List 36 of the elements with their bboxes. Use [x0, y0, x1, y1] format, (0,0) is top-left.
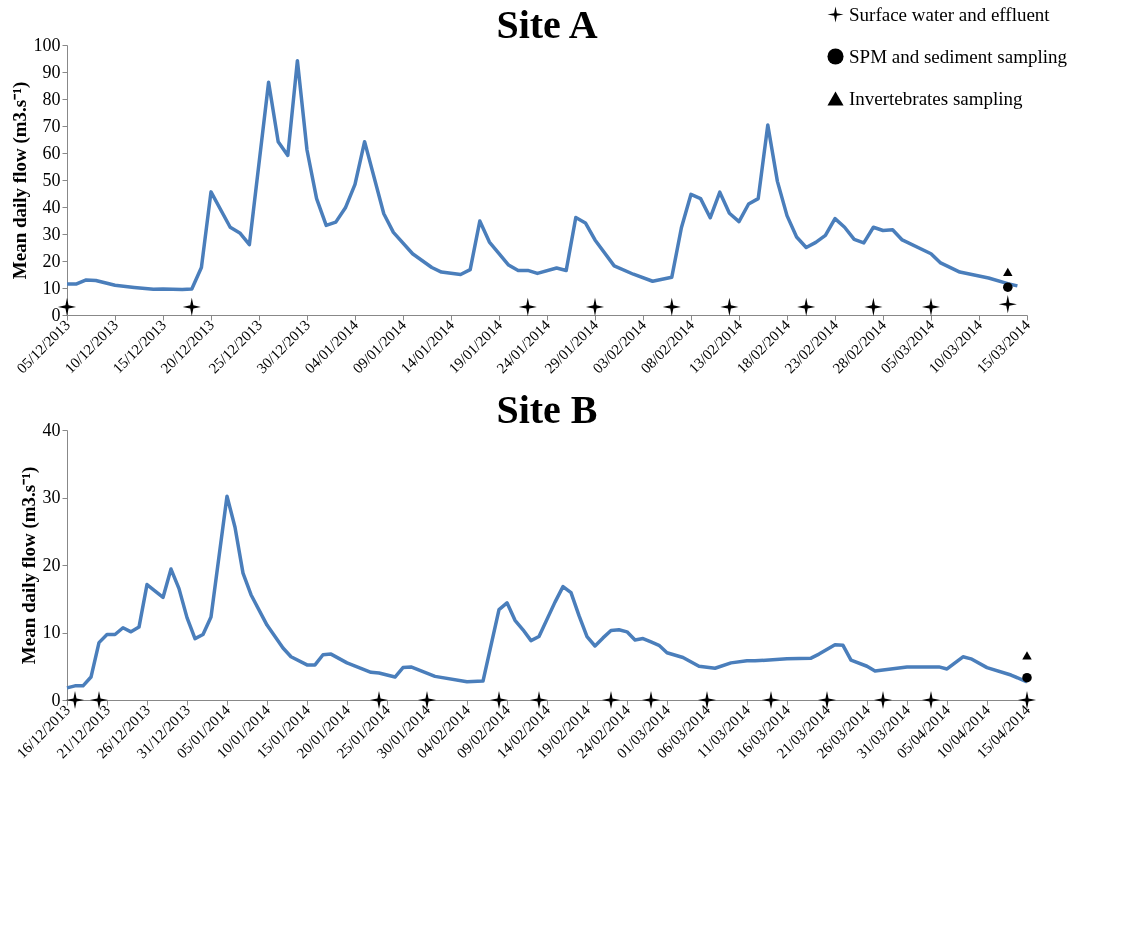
point: [662, 297, 681, 316]
y-tick-label: 70: [42, 115, 61, 136]
point: [585, 297, 605, 316]
legend-label: Surface water and effluent: [849, 3, 1051, 25]
y-tick-label: 10: [42, 622, 61, 642]
point: [1022, 651, 1032, 660]
y-tick-label: 30: [42, 223, 61, 244]
y-tick-label: 20: [42, 250, 61, 271]
y-tick-label: 80: [42, 88, 61, 109]
point: [518, 297, 537, 316]
y-tick-label: 0: [51, 304, 61, 325]
y-tick-label: 40: [42, 419, 61, 440]
point: [182, 297, 201, 316]
y-tick-label: 0: [51, 689, 61, 710]
y-tick-label: 50: [42, 169, 61, 190]
point: [921, 297, 941, 316]
point: [797, 297, 816, 316]
point: [1022, 672, 1032, 683]
point: [864, 297, 883, 316]
point: [720, 297, 739, 316]
point: [1003, 267, 1013, 276]
chart-title: Site B: [496, 387, 598, 432]
y-axis-title: Mean daily flow (m3.s⁻¹): [8, 81, 31, 280]
y-tick-label: 30: [42, 487, 61, 507]
y-tick-label: 100: [33, 34, 61, 55]
y-axis-title: Mean daily flow (m3.s⁻¹): [17, 466, 40, 665]
chart-title: Site A: [496, 2, 598, 47]
legend-label: Invertebrates sampling: [849, 87, 1024, 109]
point: [998, 295, 1017, 314]
y-tick-label: 40: [42, 196, 61, 217]
point: [1003, 282, 1013, 292]
y-tick-label: 20: [42, 554, 61, 575]
y-tick-label: 10: [42, 277, 61, 298]
y-tick-label: 90: [42, 61, 61, 82]
y-tick-label: 60: [42, 142, 61, 163]
legend-label: SPM and sediment sampling: [849, 45, 1068, 67]
